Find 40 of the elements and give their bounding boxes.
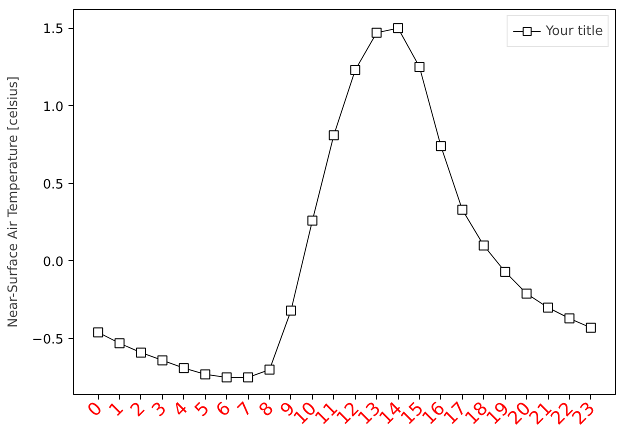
y-tick-label: 0.0 <box>42 254 64 270</box>
x-tick-label: 0 <box>84 398 107 422</box>
point <box>286 306 296 316</box>
point <box>564 313 574 324</box>
x-tick-label: 3 <box>148 398 171 422</box>
point <box>543 302 554 313</box>
point <box>500 266 510 277</box>
point <box>157 355 168 366</box>
point <box>350 65 360 76</box>
point <box>372 28 382 38</box>
x-tick-label: 7 <box>234 398 257 422</box>
point <box>307 216 318 226</box>
x-tick-label: 8 <box>255 398 278 422</box>
point <box>222 372 232 382</box>
legend-label: Your title <box>546 24 603 38</box>
point <box>414 62 424 72</box>
x-tick-label: 5 <box>190 398 214 422</box>
y-axis-title: Near-Surface Air Temperature [celsius] <box>6 76 21 328</box>
point <box>457 204 468 215</box>
y-tick-label: 1.0 <box>42 100 64 115</box>
y-tick-label: 1.5 <box>42 22 64 38</box>
y-tick-label: −0.5 <box>32 332 64 348</box>
y-tick-label: 0.5 <box>42 177 64 192</box>
point <box>114 338 125 348</box>
point <box>136 348 146 358</box>
x-tick-label: 2 <box>126 398 150 422</box>
point <box>264 364 275 375</box>
point <box>436 141 446 152</box>
point <box>586 322 596 333</box>
x-tick-label: 1 <box>105 398 128 422</box>
point <box>393 23 404 34</box>
point <box>328 130 339 140</box>
point <box>93 327 104 338</box>
x-tick-label: 6 <box>212 398 236 422</box>
point <box>243 372 254 382</box>
point <box>200 369 210 380</box>
point <box>522 288 532 299</box>
point <box>478 240 489 250</box>
x-tick-label: 4 <box>169 398 192 422</box>
point <box>178 363 189 374</box>
